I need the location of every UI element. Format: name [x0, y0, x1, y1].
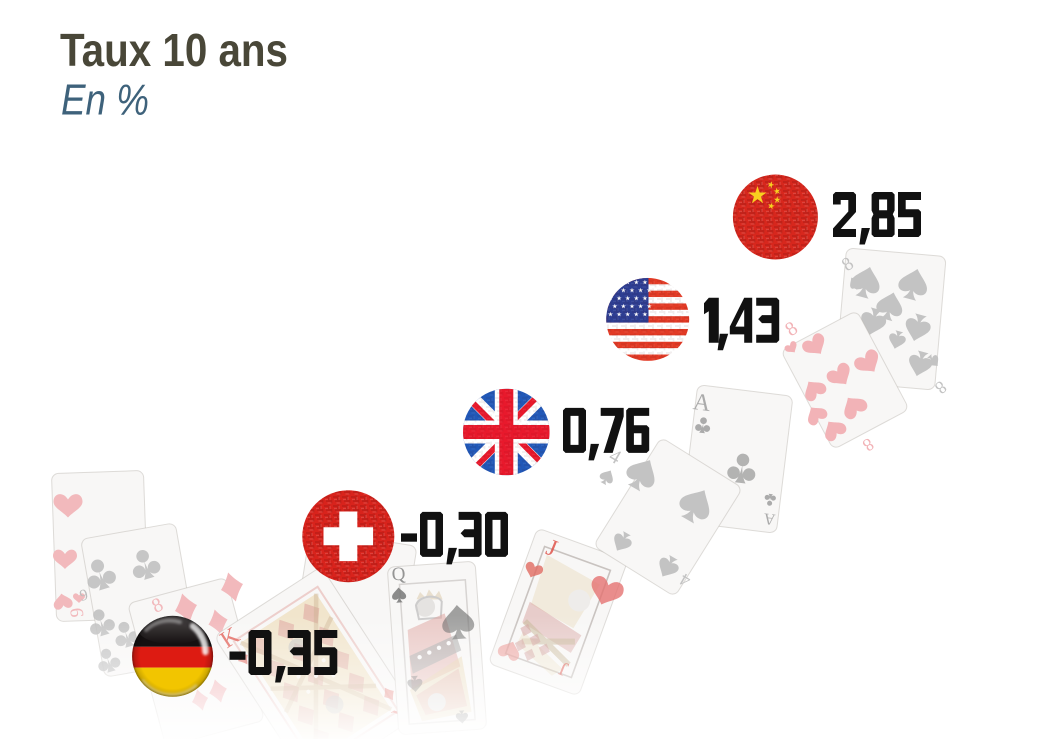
- svg-text:9: 9: [67, 607, 89, 618]
- svg-text:9: 9: [78, 586, 90, 604]
- svg-text:Taux 10 ans: Taux 10 ans: [60, 24, 288, 76]
- svg-text:Q: Q: [391, 564, 406, 586]
- svg-text:En %: En %: [61, 76, 149, 125]
- svg-text:A: A: [692, 389, 713, 417]
- svg-text:A: A: [762, 509, 776, 527]
